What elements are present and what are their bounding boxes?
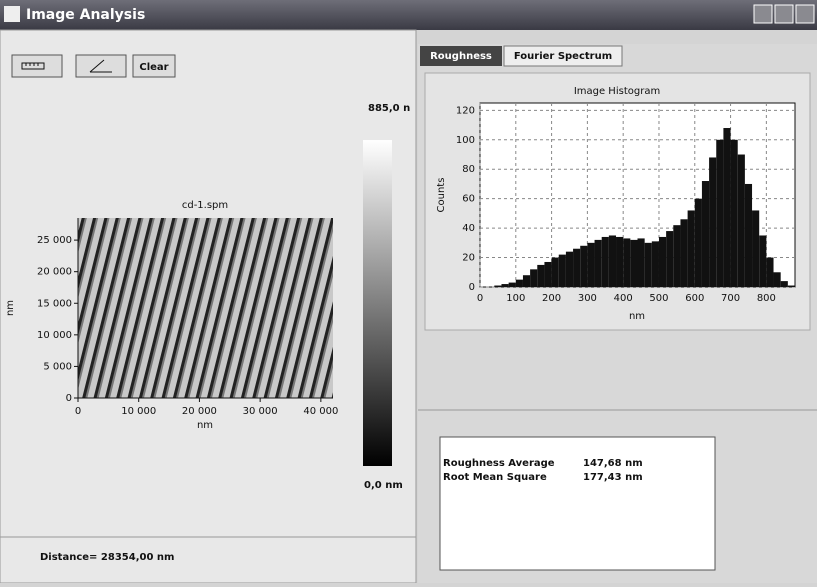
bar xyxy=(602,237,609,287)
y-tick-label: 5 000 xyxy=(43,361,72,372)
x-tick-label: 40 000 xyxy=(303,406,338,417)
bar xyxy=(530,269,537,287)
app-icon xyxy=(4,6,20,22)
y-tick-label: 25 000 xyxy=(37,235,72,246)
x-tick-label: 600 xyxy=(685,293,704,304)
minimize-button[interactable] xyxy=(754,5,772,23)
x-tick-label: 700 xyxy=(721,293,740,304)
bar xyxy=(638,238,645,287)
bar xyxy=(738,155,745,287)
bar xyxy=(788,286,795,287)
x-tick-label: 30 000 xyxy=(243,406,278,417)
bar xyxy=(501,284,508,287)
bar xyxy=(609,235,616,287)
bar xyxy=(494,286,501,287)
maximize-button[interactable] xyxy=(775,5,793,23)
y-axis-label: Counts xyxy=(436,178,447,213)
bar xyxy=(673,225,680,287)
y-tick-label: 20 000 xyxy=(37,267,72,278)
bar xyxy=(716,140,723,287)
x-tick-label: 500 xyxy=(649,293,668,304)
y-tick-label: 10 000 xyxy=(37,330,72,341)
colorbar xyxy=(363,140,392,466)
status-distance: Distance= 28354,00 nm xyxy=(40,552,174,563)
close-button[interactable] xyxy=(796,5,814,23)
y-tick-label: 40 xyxy=(462,223,475,234)
bar xyxy=(573,249,580,287)
bar xyxy=(523,275,530,287)
window: Image Analysis Clear cd-1.spm nm nm 885,… xyxy=(0,0,817,583)
bar xyxy=(759,235,766,287)
x-tick-label: 10 000 xyxy=(121,406,156,417)
bar xyxy=(652,241,659,287)
bar xyxy=(781,281,788,287)
bar xyxy=(544,262,551,287)
ruler-button[interactable] xyxy=(12,55,62,77)
x-tick-label: 300 xyxy=(578,293,597,304)
image-y-label: nm xyxy=(5,300,16,316)
x-tick-label: 100 xyxy=(506,293,525,304)
bar xyxy=(645,243,652,287)
angle-button[interactable] xyxy=(76,55,126,77)
clear-label: Clear xyxy=(139,62,168,73)
bar xyxy=(630,240,637,287)
bar xyxy=(688,210,695,287)
stat-value: 147,68 nm xyxy=(583,458,643,469)
tab-label: Roughness xyxy=(430,51,492,62)
x-axis-label: nm xyxy=(629,311,645,322)
bar xyxy=(680,219,687,287)
window-title: Image Analysis xyxy=(26,7,145,23)
bar xyxy=(587,243,594,287)
bar xyxy=(566,252,573,287)
y-tick-label: 0 xyxy=(469,282,475,293)
bar xyxy=(580,246,587,287)
bar xyxy=(666,231,673,287)
bar xyxy=(559,255,566,287)
x-tick-label: 800 xyxy=(757,293,776,304)
image-x-label: nm xyxy=(197,420,213,431)
y-tick-label: 15 000 xyxy=(37,298,72,309)
bar xyxy=(509,283,516,287)
bar xyxy=(552,258,559,287)
y-tick-label: 80 xyxy=(462,164,475,175)
image-title: cd-1.spm xyxy=(182,200,228,211)
x-tick-label: 20 000 xyxy=(182,406,217,417)
bar xyxy=(752,210,759,287)
y-tick-label: 100 xyxy=(456,135,475,146)
bar xyxy=(659,237,666,287)
bar xyxy=(709,157,716,287)
stats-box xyxy=(440,437,715,570)
afm-image xyxy=(78,218,333,398)
x-tick-label: 0 xyxy=(75,406,81,417)
bar xyxy=(516,280,523,287)
bar xyxy=(723,128,730,287)
bar xyxy=(731,140,738,287)
chart-title: Image Histogram xyxy=(574,86,660,97)
stat-label: Roughness Average xyxy=(443,458,555,469)
bar xyxy=(774,272,781,287)
x-tick-label: 400 xyxy=(614,293,633,304)
bar xyxy=(623,238,630,287)
y-tick-label: 20 xyxy=(462,253,475,264)
bar xyxy=(766,258,773,287)
y-tick-label: 60 xyxy=(462,194,475,205)
y-tick-label: 120 xyxy=(456,105,475,116)
bar xyxy=(616,237,623,287)
bar xyxy=(537,265,544,287)
x-tick-label: 200 xyxy=(542,293,561,304)
colorbar-min: 0,0 nm xyxy=(364,480,403,491)
bar xyxy=(595,240,602,287)
x-tick-label: 0 xyxy=(477,293,483,304)
stat-label: Root Mean Square xyxy=(443,472,547,483)
y-tick-label: 0 xyxy=(66,393,72,404)
tab-label: Fourier Spectrum xyxy=(514,51,612,62)
bar xyxy=(745,184,752,287)
stat-value: 177,43 nm xyxy=(583,472,643,483)
bar xyxy=(695,199,702,287)
colorbar-max: 885,0 n xyxy=(368,103,410,114)
bar xyxy=(702,181,709,287)
